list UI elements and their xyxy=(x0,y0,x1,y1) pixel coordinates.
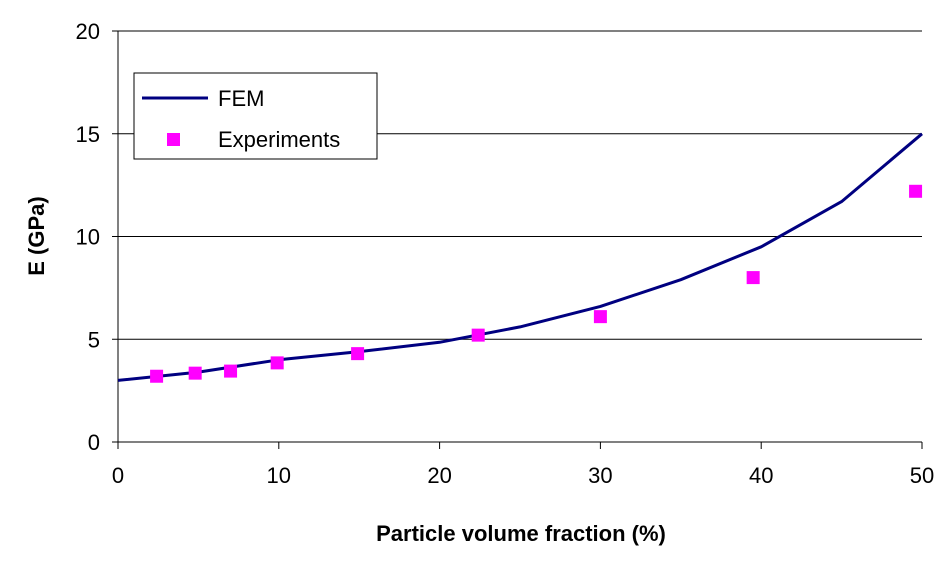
data-point-experiments-7 xyxy=(746,271,760,285)
y-tick-label-10: 10 xyxy=(76,225,100,250)
legend-label-fem: FEM xyxy=(218,86,264,111)
axes xyxy=(112,30,923,449)
y-tick-label-15: 15 xyxy=(76,122,100,147)
x-tick-label-50: 50 xyxy=(910,463,934,488)
data-point-experiments-6 xyxy=(593,310,607,324)
data-point-experiments-2 xyxy=(224,364,238,378)
legend: FEM Experiments xyxy=(133,72,378,160)
data-point-experiments-0 xyxy=(150,369,164,383)
y-tick-label-20: 20 xyxy=(76,19,100,44)
y-tick-label-0: 0 xyxy=(88,430,100,455)
y-axis-title: E (GPa) xyxy=(24,196,49,275)
legend-swatch-experiments xyxy=(167,133,180,146)
tick-labels: 0 5 10 15 20 0 10 20 30 40 50 xyxy=(76,19,935,488)
series-line-fem xyxy=(117,132,923,382)
legend-label-experiments: Experiments xyxy=(218,127,340,152)
x-axis-title: Particle volume fraction (%) xyxy=(376,521,666,546)
x-tick-label-30: 30 xyxy=(588,463,612,488)
data-point-experiments-4 xyxy=(351,347,365,361)
series-layer xyxy=(117,132,923,383)
y-tick-label-5: 5 xyxy=(88,327,100,352)
x-tick-label-20: 20 xyxy=(427,463,451,488)
x-tick-label-40: 40 xyxy=(749,463,773,488)
data-point-experiments-5 xyxy=(471,328,485,342)
data-point-experiments-1 xyxy=(188,366,202,380)
data-point-experiments-8 xyxy=(909,184,923,198)
data-point-experiments-3 xyxy=(270,356,284,370)
x-tick-label-0: 0 xyxy=(112,463,124,488)
x-tick-label-10: 10 xyxy=(267,463,291,488)
